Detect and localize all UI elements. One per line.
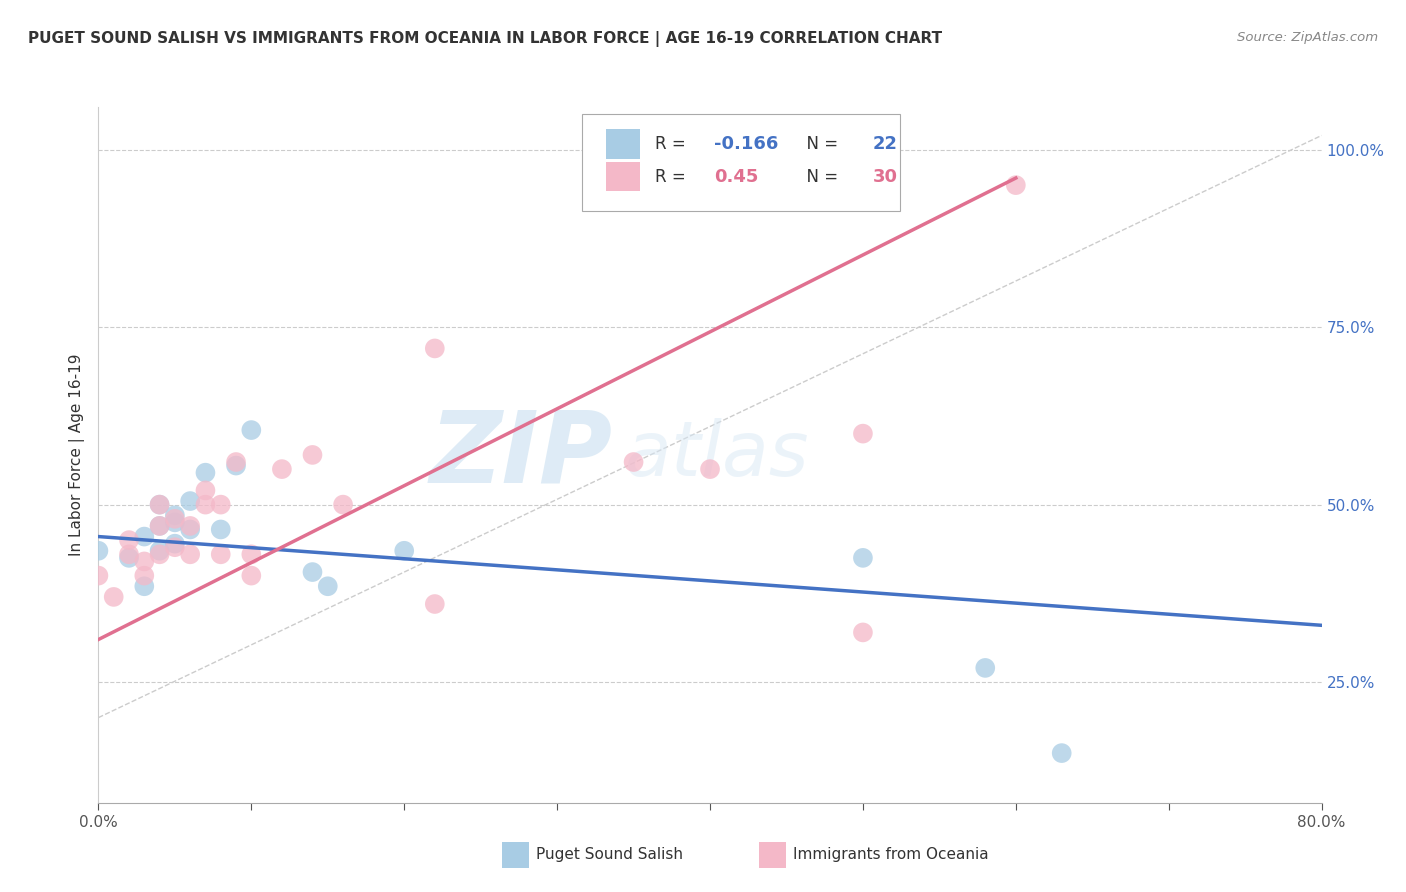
Point: [240, 568, 263, 582]
Text: atlas: atlas: [624, 418, 808, 491]
Text: -0.166: -0.166: [714, 135, 778, 153]
Point: [149, 547, 172, 561]
Point: [240, 547, 263, 561]
Point: [163, 512, 186, 526]
Text: Source: ZipAtlas.com: Source: ZipAtlas.com: [1237, 31, 1378, 45]
Point: [194, 483, 217, 498]
Point: [103, 590, 125, 604]
Point: [163, 536, 186, 550]
Point: [423, 597, 446, 611]
Point: [209, 523, 232, 537]
Point: [134, 554, 156, 568]
Bar: [606, 129, 640, 159]
Point: [134, 530, 156, 544]
Point: [179, 519, 201, 533]
Point: [852, 625, 875, 640]
Point: [974, 661, 997, 675]
Point: [301, 448, 323, 462]
Point: [332, 498, 354, 512]
Text: Puget Sound Salish: Puget Sound Salish: [536, 847, 683, 863]
Text: 30: 30: [873, 168, 897, 186]
Bar: [759, 842, 786, 868]
Point: [118, 550, 141, 565]
Text: 22: 22: [873, 135, 897, 153]
Point: [163, 508, 186, 523]
Text: N =: N =: [796, 168, 844, 186]
Point: [240, 423, 263, 437]
Bar: [502, 842, 529, 868]
Text: N =: N =: [796, 135, 844, 153]
Point: [179, 494, 201, 508]
Point: [149, 498, 172, 512]
Text: R =: R =: [655, 168, 690, 186]
Point: [87, 568, 110, 582]
Point: [163, 516, 186, 530]
Point: [118, 533, 141, 548]
Point: [392, 543, 416, 558]
Point: [134, 568, 156, 582]
Point: [270, 462, 292, 476]
Point: [149, 519, 172, 533]
Point: [134, 579, 156, 593]
Point: [179, 547, 201, 561]
Point: [301, 565, 323, 579]
Point: [1004, 178, 1026, 193]
FancyBboxPatch shape: [582, 114, 900, 211]
Point: [225, 458, 247, 473]
Point: [423, 342, 446, 356]
Bar: [606, 162, 640, 191]
Text: PUGET SOUND SALISH VS IMMIGRANTS FROM OCEANIA IN LABOR FORCE | AGE 16-19 CORRELA: PUGET SOUND SALISH VS IMMIGRANTS FROM OC…: [28, 31, 942, 47]
Text: ZIP: ZIP: [429, 407, 612, 503]
Point: [194, 466, 217, 480]
Point: [179, 523, 201, 537]
Text: Immigrants from Oceania: Immigrants from Oceania: [793, 847, 988, 863]
Point: [149, 498, 172, 512]
Point: [852, 426, 875, 441]
Point: [163, 540, 186, 554]
Point: [623, 455, 645, 469]
Point: [149, 543, 172, 558]
Point: [149, 519, 172, 533]
Point: [225, 455, 247, 469]
Point: [699, 462, 721, 476]
Point: [194, 498, 217, 512]
Point: [118, 547, 141, 561]
Point: [87, 543, 110, 558]
Y-axis label: In Labor Force | Age 16-19: In Labor Force | Age 16-19: [69, 353, 84, 557]
Text: R =: R =: [655, 135, 690, 153]
Text: 0.45: 0.45: [714, 168, 758, 186]
Point: [209, 498, 232, 512]
Point: [316, 579, 339, 593]
Point: [1050, 746, 1073, 760]
Point: [209, 547, 232, 561]
Point: [852, 550, 875, 565]
